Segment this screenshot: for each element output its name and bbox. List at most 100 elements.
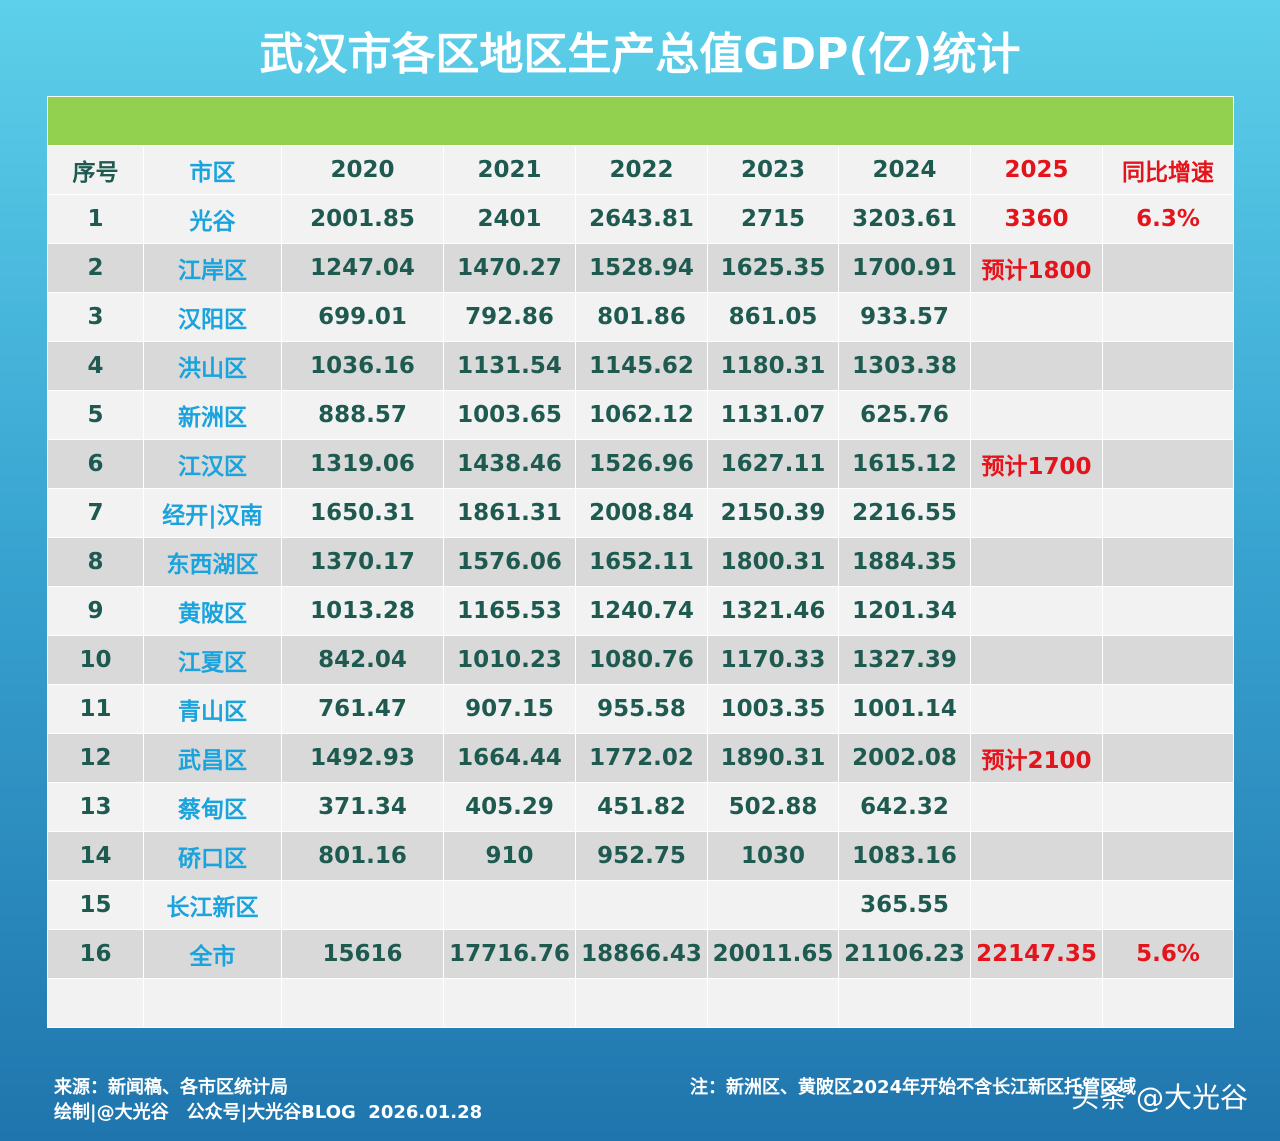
table-cell: 2023 (707, 145, 839, 195)
table-cell: 12 (47, 733, 144, 783)
table-cell: 光谷 (143, 194, 282, 244)
table-cell: 汉阳区 (143, 292, 282, 342)
table-cell: 365.55 (838, 880, 971, 930)
table-cell: 2150.39 (707, 488, 839, 538)
table-cell: 1036.16 (281, 341, 444, 391)
table-cell: 预计1800 (970, 243, 1103, 293)
table-cell (970, 880, 1103, 930)
table-cell (1101, 292, 1235, 342)
table-cell: 1080.76 (575, 635, 708, 685)
table-cell: 1003.35 (707, 684, 839, 734)
green-band (46, 96, 1235, 146)
table-cell: 952.75 (575, 831, 708, 881)
table-row: 序号 市区 2020 2021 2022 2023 2024 2025 同比增速 (47, 145, 1235, 195)
table-cell: 1180.31 (707, 341, 839, 391)
table-cell: 1145.62 (575, 341, 708, 391)
table-cell: 9 (47, 586, 144, 636)
table-cell: 1650.31 (281, 488, 444, 538)
credit: 绘制|@大光谷 公众号|大光谷BLOG 2026.01.28 (54, 1102, 483, 1123)
table-cell: 8 (47, 537, 144, 587)
table-cell: 1528.94 (575, 243, 708, 293)
table-cell: 10 (47, 635, 144, 685)
table-cell: 17716.76 (443, 929, 576, 979)
table-cell (838, 978, 971, 1028)
table-cell: 1652.11 (575, 537, 708, 587)
table-cell: 预计1700 (970, 439, 1103, 489)
table-cell: 序号 (47, 145, 144, 195)
table-cell (707, 880, 839, 930)
table-cell (970, 537, 1103, 587)
table-cell (575, 880, 708, 930)
table-cell: 1370.17 (281, 537, 444, 587)
title: 武汉市各区地区生产总值GDP(亿)统计 (259, 29, 1021, 80)
table-cell: 955.58 (575, 684, 708, 734)
table-cell: 预计2100 (970, 733, 1103, 783)
table-cell: 1131.54 (443, 341, 576, 391)
table-cell: 14 (47, 831, 144, 881)
table-cell (1101, 831, 1235, 881)
table-cell: 699.01 (281, 292, 444, 342)
table-cell: 3203.61 (838, 194, 971, 244)
table-cell: 15 (47, 880, 144, 930)
table-cell (707, 978, 839, 1028)
table-cell (1101, 782, 1235, 832)
table-cell: 硚口区 (143, 831, 282, 881)
table-row: 9 黄陂区 1013.28 1165.53 1240.74 1321.46 1201.34 (47, 586, 1235, 636)
table-cell (970, 831, 1103, 881)
table-cell: 801.16 (281, 831, 444, 881)
table-row: 15 长江新区 365.55 (47, 880, 1235, 930)
table-cell: 1319.06 (281, 439, 444, 489)
table-cell: 青山区 (143, 684, 282, 734)
table-row (46, 96, 1235, 146)
table-cell: 3 (47, 292, 144, 342)
table-cell (970, 390, 1103, 440)
table-cell: 1131.07 (707, 390, 839, 440)
table-cell (281, 880, 444, 930)
table-cell (575, 978, 708, 1028)
table-cell: 1321.46 (707, 586, 839, 636)
table-row: 10 江夏区 842.04 1010.23 1080.76 1170.33 1327.39 (47, 635, 1235, 685)
table-cell: 371.34 (281, 782, 444, 832)
table-cell: 21106.23 (838, 929, 971, 979)
table-cell: 16 (47, 929, 144, 979)
table-cell: 江岸区 (143, 243, 282, 293)
table-cell: 1010.23 (443, 635, 576, 685)
table-cell: 1062.12 (575, 390, 708, 440)
table-cell: 625.76 (838, 390, 971, 440)
table-cell: 22147.35 (970, 929, 1103, 979)
table-cell: 黄陂区 (143, 586, 282, 636)
table-cell: 2021 (443, 145, 576, 195)
table-cell: 2024 (838, 145, 971, 195)
table-cell (970, 292, 1103, 342)
table-cell (143, 978, 282, 1028)
table-row: 2 江岸区 1247.04 1470.27 1528.94 1625.35 1700.91 预… (47, 243, 1235, 293)
table-cell: 6 (47, 439, 144, 489)
table-cell: 1247.04 (281, 243, 444, 293)
table-cell: 842.04 (281, 635, 444, 685)
table-cell: 1001.14 (838, 684, 971, 734)
source: 来源：新闻稿、各市区统计局 (54, 1077, 288, 1098)
table-cell: 1165.53 (443, 586, 576, 636)
table-cell: 910 (443, 831, 576, 881)
table-cell: 2001.85 (281, 194, 444, 244)
table-row: 7 经开|汉南 1650.31 1861.31 2008.84 2150.39 2216.5… (47, 488, 1235, 538)
table-cell: 同比增速 (1101, 145, 1235, 195)
table-cell: 1030 (707, 831, 839, 881)
note: 注：新洲区、黄陂区2024年开始不含长江新区托管区域 (690, 1077, 1137, 1098)
table-cell: 5.6% (1101, 929, 1235, 979)
table-cell: 江夏区 (143, 635, 282, 685)
table-cell: 2643.81 (575, 194, 708, 244)
table-cell: 东西湖区 (143, 537, 282, 587)
table-cell: 1884.35 (838, 537, 971, 587)
table-cell (1101, 341, 1235, 391)
table-cell (1101, 684, 1235, 734)
table-cell: 1800.31 (707, 537, 839, 587)
table-cell: 801.86 (575, 292, 708, 342)
table-cell: 907.15 (443, 684, 576, 734)
table-cell (47, 978, 144, 1028)
table-cell: 792.86 (443, 292, 576, 342)
table-cell: 2022 (575, 145, 708, 195)
table-cell: 1003.65 (443, 390, 576, 440)
table-cell: 2025 (970, 145, 1103, 195)
table-cell: 4 (47, 341, 144, 391)
